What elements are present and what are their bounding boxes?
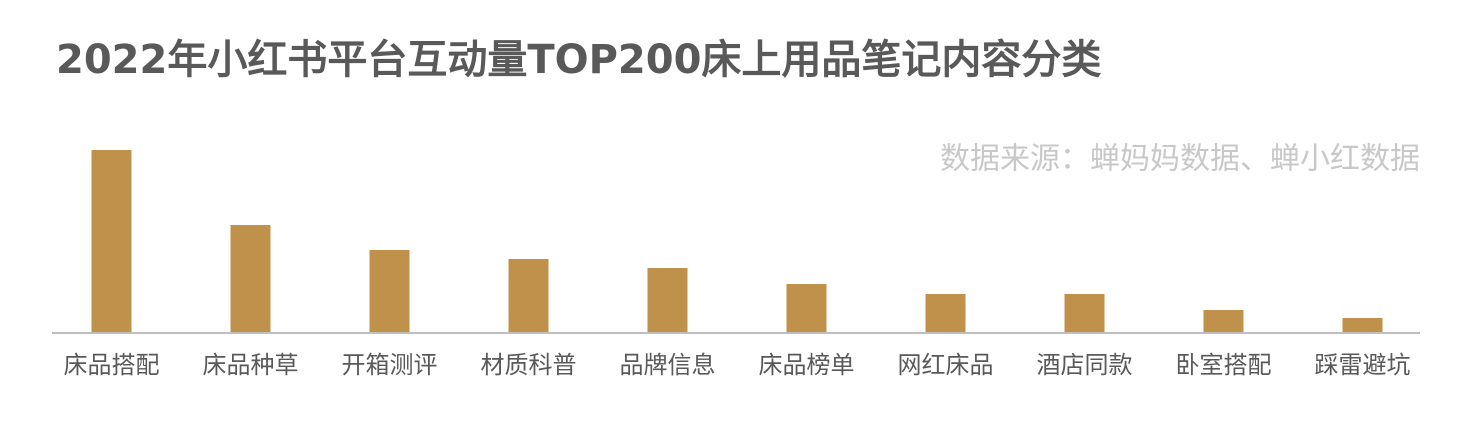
x-tick-label: 床品搭配 xyxy=(64,351,160,379)
bar xyxy=(508,259,549,332)
bar xyxy=(369,250,410,332)
x-tick-label: 网红床品 xyxy=(898,351,994,379)
bar xyxy=(230,225,271,332)
bar xyxy=(1064,294,1105,332)
x-tick-label: 床品榜单 xyxy=(759,351,855,379)
bar xyxy=(1342,318,1383,332)
x-tick-label: 卧室搭配 xyxy=(1176,351,1272,379)
source-note: 数据来源：蝉妈妈数据、蝉小红数据 xyxy=(940,142,1420,177)
bar xyxy=(647,268,688,332)
x-tick-label: 材质科普 xyxy=(481,351,577,379)
x-tick-label: 开箱测评 xyxy=(342,351,438,379)
bar xyxy=(925,294,966,332)
bar xyxy=(1203,310,1244,332)
bar xyxy=(91,150,132,332)
chart-title: 2022年小红书平台互动量TOP200床上用品笔记内容分类 xyxy=(56,37,1101,83)
x-tick-label: 床品种草 xyxy=(203,351,299,379)
bar xyxy=(786,284,827,332)
x-tick-label: 踩雷避坑 xyxy=(1315,351,1411,379)
x-tick-label: 品牌信息 xyxy=(620,351,716,379)
x-tick-label: 酒店同款 xyxy=(1037,351,1133,379)
